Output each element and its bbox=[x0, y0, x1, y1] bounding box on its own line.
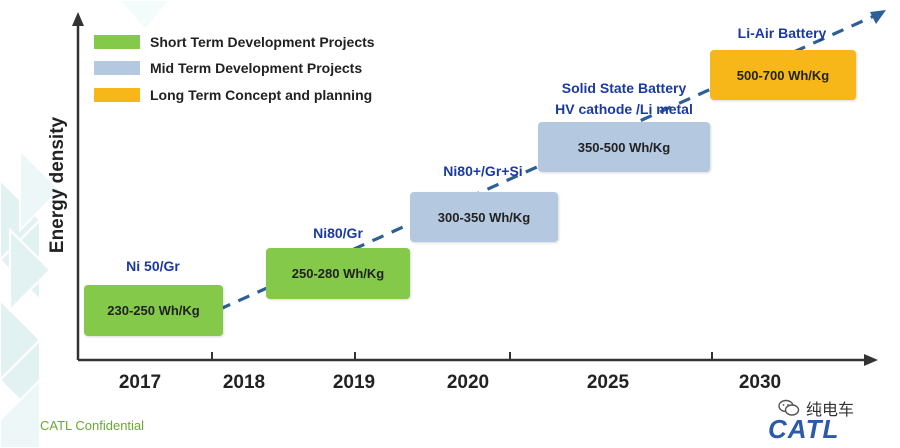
legend-item-mid-term: Mid Term Development Projects bbox=[94, 60, 362, 76]
stage-box-short-term: 230-250 Wh/Kg bbox=[84, 285, 223, 336]
legend-swatch-long-term bbox=[94, 88, 140, 102]
wechat-label: 纯电车 bbox=[806, 402, 855, 419]
y-axis-arrowhead bbox=[72, 12, 84, 26]
stage-chemistry-label: Ni80+/Gr+Si bbox=[443, 163, 523, 179]
confidential-note: CATL Confidential bbox=[40, 418, 145, 433]
stage-energy-value: 350-500 Wh/Kg bbox=[577, 139, 671, 155]
year-label: 2017 bbox=[118, 372, 162, 393]
wechat-icon bbox=[778, 399, 800, 416]
stage-chemistry-label-line2: HV cathode /Li metal bbox=[555, 101, 693, 117]
stage-box-mid-term: 350-500 Wh/Kg bbox=[538, 122, 710, 172]
stage-chemistry-label: Li-Air Battery bbox=[737, 25, 827, 41]
stage-energy-value: 300-350 Wh/Kg bbox=[437, 209, 531, 225]
stage-box-short-term: 250-280 Wh/Kg bbox=[266, 248, 410, 299]
stage-chemistry-label: Ni 50/Gr bbox=[126, 258, 180, 274]
year-label: 2030 bbox=[738, 372, 782, 393]
legend-item-short-term: Short Term Development Projects bbox=[94, 34, 375, 50]
background-pattern bbox=[0, 0, 172, 448]
stage-energy-value: 230-250 Wh/Kg bbox=[107, 303, 200, 318]
year-label: 2025 bbox=[586, 372, 630, 393]
stage-box-long-term: 500-700 Wh/Kg bbox=[710, 50, 856, 100]
year-label: 2018 bbox=[222, 372, 266, 393]
wechat-watermark: 纯电车 bbox=[778, 396, 854, 420]
year-label: 2019 bbox=[332, 372, 376, 393]
y-axis-label: Energy density bbox=[47, 116, 68, 254]
trend-arrowhead bbox=[870, 10, 886, 24]
stage-box-mid-term: 300-350 Wh/Kg bbox=[410, 192, 558, 242]
legend-label: Short Term Development Projects bbox=[150, 34, 375, 50]
year-label: 2020 bbox=[446, 372, 490, 393]
stage-energy-value: 500-700 Wh/Kg bbox=[736, 67, 830, 83]
stage-chemistry-label: Ni80/Gr bbox=[313, 225, 363, 241]
legend-label: Mid Term Development Projects bbox=[150, 60, 363, 76]
legend-swatch-short-term bbox=[94, 35, 140, 49]
legend-label: Long Term Concept and planning bbox=[150, 87, 373, 103]
x-axis-arrowhead bbox=[864, 354, 878, 366]
stage-energy-value: 250-280 Wh/Kg bbox=[291, 266, 385, 281]
catl-logo: CATL bbox=[768, 414, 840, 444]
x-axis-ticks bbox=[211, 352, 713, 360]
stage-chemistry-label-line1: Solid State Battery bbox=[561, 80, 687, 96]
legend-swatch-mid-term bbox=[94, 61, 140, 75]
legend-item-long-term: Long Term Concept and planning bbox=[94, 87, 372, 103]
